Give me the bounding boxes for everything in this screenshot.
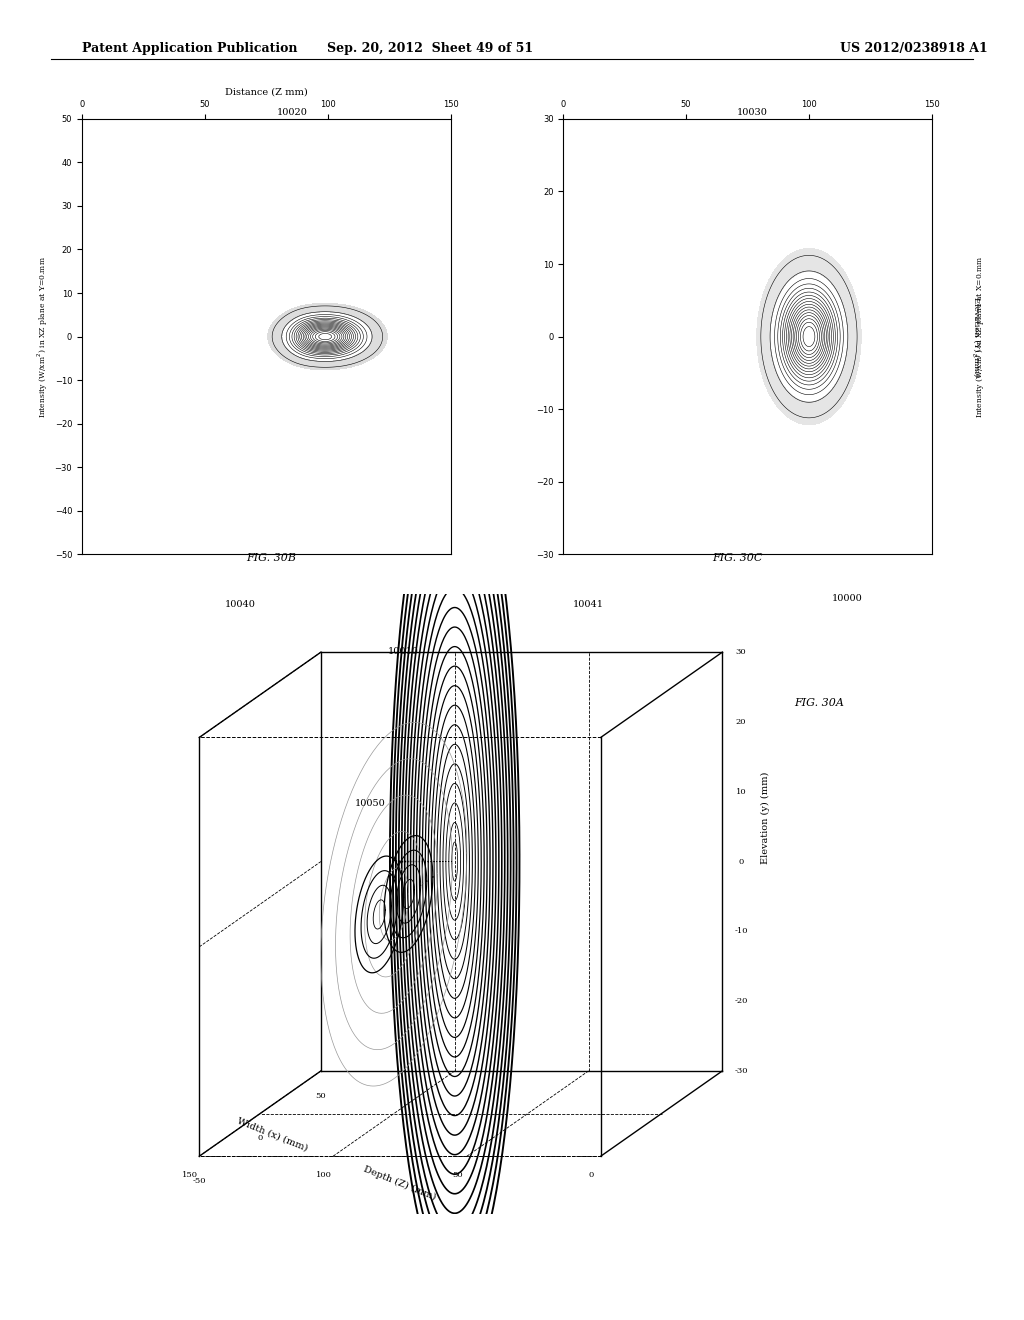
Text: FIG. 30C: FIG. 30C [712, 553, 763, 564]
Text: Depth (Z) (mm): Depth (Z) (mm) [362, 1164, 437, 1201]
Text: -20: -20 [734, 997, 748, 1005]
Text: 0: 0 [738, 858, 743, 866]
Text: 100: 100 [315, 1171, 332, 1179]
Text: 10050: 10050 [354, 800, 385, 808]
Text: 10030: 10030 [737, 108, 768, 117]
Text: 50: 50 [453, 1171, 463, 1179]
Text: 20: 20 [735, 718, 746, 726]
Text: FIG. 30B: FIG. 30B [247, 553, 296, 564]
Y-axis label: Intensity (W/xm$^2$) in XZ plane at X=0.mm: Intensity (W/xm$^2$) in XZ plane at X=0.… [973, 255, 987, 418]
Text: -50: -50 [193, 1177, 206, 1185]
Text: -10: -10 [734, 928, 748, 936]
Text: Sep. 20, 2012  Sheet 49 of 51: Sep. 20, 2012 Sheet 49 of 51 [327, 42, 534, 55]
Text: -30: -30 [734, 1067, 748, 1074]
Text: Elevation (Y) (mm): Elevation (Y) (mm) [972, 297, 980, 376]
Text: 10: 10 [735, 788, 746, 796]
Text: Patent Application Publication: Patent Application Publication [82, 42, 297, 55]
Text: Width (x) (mm): Width (x) (mm) [236, 1117, 309, 1152]
Text: 0: 0 [589, 1171, 594, 1179]
Text: 10041: 10041 [573, 601, 604, 610]
Text: 10040: 10040 [225, 601, 256, 610]
Text: 30: 30 [735, 648, 746, 656]
Text: 0: 0 [257, 1134, 263, 1142]
Text: US 2012/0238918 A1: US 2012/0238918 A1 [840, 42, 987, 55]
Y-axis label: Intensity (W/xm$^2$) in XZ plane at Y=0.mm: Intensity (W/xm$^2$) in XZ plane at Y=0.… [36, 256, 50, 417]
Text: 150: 150 [182, 1171, 198, 1179]
X-axis label: Distance (Z mm): Distance (Z mm) [225, 87, 307, 96]
Text: 50: 50 [315, 1092, 327, 1100]
Text: Elevation (y) (mm): Elevation (y) (mm) [761, 771, 770, 863]
Text: 10000: 10000 [833, 594, 863, 603]
Text: FIG. 30A: FIG. 30A [795, 698, 844, 709]
Text: 10010: 10010 [388, 648, 419, 656]
Text: 10020: 10020 [276, 108, 307, 117]
